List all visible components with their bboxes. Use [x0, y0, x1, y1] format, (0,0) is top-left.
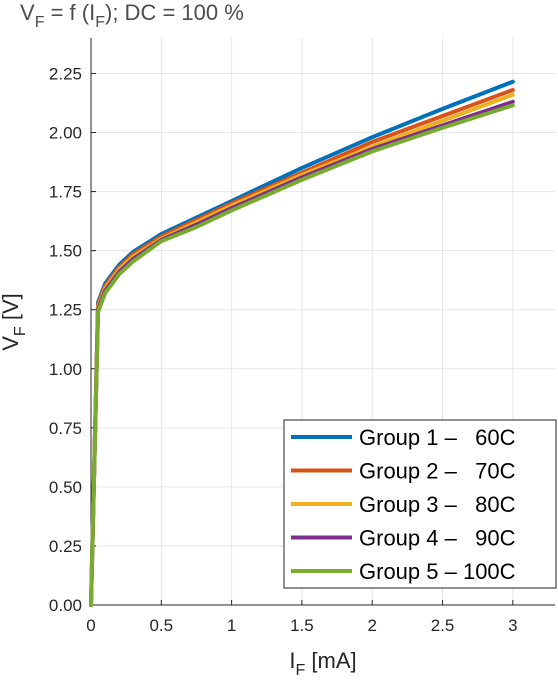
legend-label: Group 3 – 80C [359, 492, 516, 517]
x-axis-label: IF [mA] [289, 648, 356, 679]
x-tick-label: 2.5 [431, 616, 455, 635]
y-tick-label: 2.00 [49, 124, 82, 143]
y-tick-label: 2.25 [49, 64, 82, 83]
grid [90, 38, 555, 606]
series-lines [89, 79, 515, 607]
x-tick-label: 3 [508, 616, 517, 635]
y-tick-label: 0.75 [49, 419, 82, 438]
y-tick-label: 1.75 [49, 183, 82, 202]
y-tick-label: 0.25 [49, 537, 82, 556]
y-axis-label: VF [V] [0, 293, 29, 350]
chart-title: VF = f (IF); DC = 100 % [20, 0, 244, 31]
y-tick-label: 1.25 [49, 301, 82, 320]
y-tick-labels: 0.00 0.25 0.50 0.75 1.00 1.25 1.50 1.75 2.00 2.25 [49, 64, 82, 615]
x-tick-label: 1 [227, 616, 236, 635]
x-tick-label: 0 [86, 616, 95, 635]
y-tick-label: 1.50 [49, 242, 82, 261]
legend-label: Group 5 – 100C [359, 559, 516, 584]
x-tick-label: 1.5 [290, 616, 314, 635]
x-tick-label: 2 [367, 616, 376, 635]
x-tick-labels: 0 0.5 1 1.5 2 2.5 3 [86, 616, 517, 635]
series-line-group-5 [89, 103, 515, 607]
y-tick-label: 0.00 [49, 596, 82, 615]
y-tick-label: 1.00 [49, 360, 82, 379]
legend: Group 1 – 60C Group 2 – 70C Group 3 – 80C G… [283, 419, 557, 589]
legend-label: Group 1 – 60C [359, 425, 516, 450]
y-tick-label: 0.50 [49, 478, 82, 497]
x-tick-label: 0.5 [149, 616, 173, 635]
legend-box [283, 419, 557, 589]
legend-label: Group 2 – 70C [359, 459, 516, 484]
legend-label: Group 4 – 90C [359, 526, 516, 551]
